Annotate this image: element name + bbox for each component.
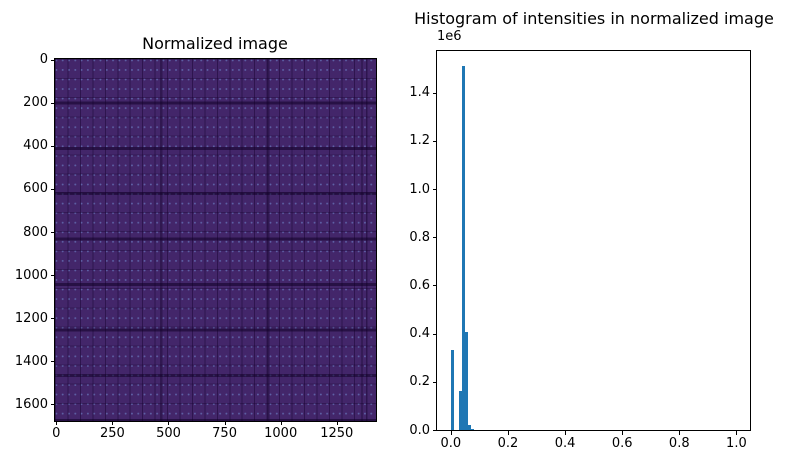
hist-y-tick-mark [432,381,436,383]
hist-y-tick-mark [432,189,436,190]
left-y-tick-mark [50,275,54,277]
hist-x-tick-mark [736,431,738,435]
hist-x-tick-mark [507,431,509,435]
left-y-tick-label: 1200 [14,310,48,326]
left-y-tick-label: 200 [23,95,48,111]
y-axis-offset-label: 1e6 [437,29,462,44]
left-y-tick-label: 1400 [14,353,48,369]
left-x-tick-label: 750 [212,426,237,441]
hist-x-tick-label: 0.6 [611,435,633,451]
hist-x-tick-label: 0.8 [668,435,690,451]
histogram-axes [436,50,751,431]
left-x-tick-mark [280,421,282,425]
left-x-tick-mark [336,421,338,425]
hist-y-tick-label: 0.2 [409,374,430,390]
hist-x-tick-label: 0.2 [497,435,519,451]
hist-y-tick-mark [432,430,436,431]
left-x-tick-mark [168,421,170,425]
left-x-tick-label: 1000 [264,426,298,441]
hist-y-tick-label: 0.0 [409,422,430,438]
hist-x-tick-mark [622,431,624,435]
left-y-tick-mark [50,59,54,61]
hist-y-tick-mark [432,92,436,94]
left-y-tick-label: 800 [23,224,48,240]
hist-y-tick-label: 1.4 [409,85,430,101]
histogram-bar [450,349,454,430]
left-plot-title: Normalized image [142,34,288,53]
hist-y-tick-mark [432,333,436,335]
left-x-tick-label: 500 [156,426,181,441]
left-y-tick-label: 0 [39,52,48,68]
left-x-tick-mark [112,421,114,425]
histogram-bar [462,66,466,430]
left-y-tick-mark [50,361,54,363]
histogram-bar [470,428,474,430]
left-y-tick-label: 1000 [14,267,48,283]
histogram-bar [465,332,468,430]
hist-x-tick-label: 0.0 [440,435,462,451]
left-x-tick-label: 0 [52,426,61,441]
hist-x-tick-label: 0.4 [554,435,576,451]
hist-y-tick-label: 1.2 [409,133,430,149]
left-y-tick-label: 600 [23,181,48,197]
hist-y-tick-mark [432,285,436,287]
hist-y-tick-label: 0.8 [409,229,430,245]
left-y-tick-mark [50,145,54,147]
hist-x-tick-label: 1.0 [726,435,747,451]
hist-y-tick-label: 1.0 [409,181,430,197]
histogram-bar [459,390,463,430]
hist-x-tick-mark [450,431,452,435]
hist-x-tick-mark [679,431,681,435]
hist-x-tick-mark [565,431,567,435]
left-y-tick-mark [50,188,54,190]
hist-y-tick-mark [432,237,436,239]
left-y-tick-mark [50,102,54,104]
left-y-tick-label: 1600 [14,396,48,412]
left-y-tick-label: 400 [23,138,48,154]
histogram-bar [467,425,471,430]
left-y-tick-mark [50,232,54,234]
hist-y-tick-label: 0.6 [409,277,430,293]
left-y-tick-mark [50,318,54,320]
left-x-tick-label: 250 [99,426,125,441]
hist-y-tick-mark [432,140,436,142]
left-x-tick-label: 1250 [320,426,354,441]
normalized-image [54,58,377,422]
left-x-tick-mark [224,421,226,425]
left-x-tick-mark [56,421,58,425]
right-plot-title: Histogram of intensities in normalized i… [414,9,774,28]
left-y-tick-mark [50,404,54,406]
hist-y-tick-label: 0.4 [409,326,430,342]
